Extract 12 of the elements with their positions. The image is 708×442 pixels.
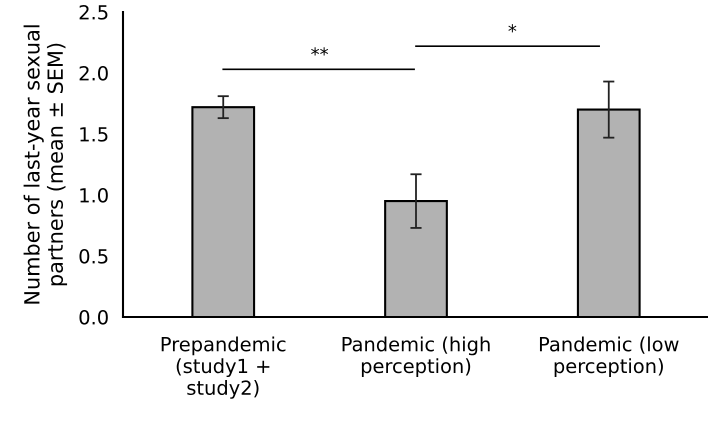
y-tick-label: 1.0	[80, 188, 108, 203]
x-tick-label: Pandemic (high perception)	[342, 336, 490, 378]
y-tick-label: 0.5	[79, 248, 108, 264]
y-tick-label: 2.5	[80, 4, 108, 20]
y-tick-label: 0.0	[79, 310, 108, 325]
y-tick-label: 1.5	[80, 127, 108, 142]
x-tick-label: Pandemic (low perception)	[540, 336, 679, 378]
annotation: **	[311, 47, 328, 56]
y-tick-label: 2.0	[80, 66, 108, 81]
y-axis-title: Number of last-year sexual partners (mean ± SEM)	[24, 25, 68, 304]
x-tick-label: Prepandemic (study1 + study2)	[162, 336, 286, 399]
annotation: *	[508, 24, 516, 32]
